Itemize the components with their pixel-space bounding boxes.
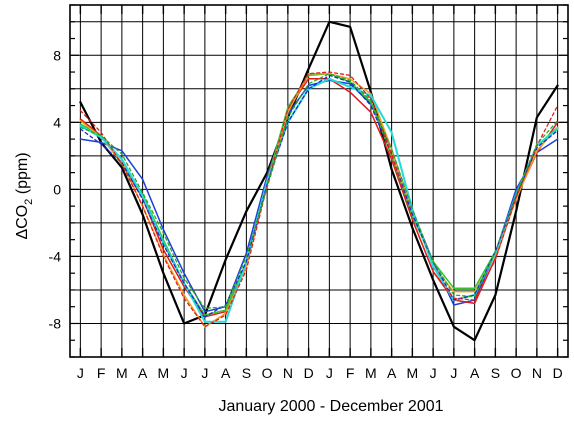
series-line-4	[79, 72, 559, 316]
x-tick-label: D	[553, 365, 563, 381]
x-tick-label: A	[138, 365, 148, 381]
y-axis-title-subscript: 2	[23, 199, 35, 205]
plot-frame	[69, 4, 569, 358]
x-tick-label: J	[326, 365, 333, 381]
y-tick-label: 0	[53, 181, 61, 197]
series-line-8	[79, 71, 559, 328]
x-tick-label: M	[407, 365, 419, 381]
x-tick-label: J	[430, 365, 437, 381]
x-tick-label: O	[262, 365, 273, 381]
plot-border	[69, 4, 569, 358]
x-tick-label: S	[491, 365, 500, 381]
series-lines	[79, 20, 559, 342]
series-line-3	[79, 78, 559, 318]
grid-lines	[70, 5, 568, 357]
y-tick-label: 4	[53, 114, 61, 130]
x-tick-label: S	[242, 365, 251, 381]
x-tick-label: A	[387, 365, 397, 381]
x-tick-label: A	[221, 365, 231, 381]
y-tick-label: -4	[49, 248, 62, 264]
y-tick-label: 8	[53, 47, 61, 63]
x-tick-label: J	[450, 365, 457, 381]
series-line-9	[79, 73, 559, 310]
series-line-1	[79, 20, 559, 342]
y-axis-title-unit: (ppm)	[14, 152, 31, 198]
x-tick-label: F	[97, 365, 106, 381]
x-tick-label: M	[158, 365, 170, 381]
y-axis-title-main: ΔCO	[14, 205, 31, 240]
x-tick-label: F	[346, 365, 355, 381]
x-tick-label: J	[77, 365, 84, 381]
x-tick-label: A	[470, 365, 480, 381]
x-tick-label: N	[532, 365, 542, 381]
x-tick-label: J	[181, 365, 188, 381]
y-axis-title: ΔCO2 (ppm)	[14, 152, 35, 239]
x-tick-label: N	[283, 365, 293, 381]
y-tick-label: -8	[49, 315, 62, 331]
series-line-7	[79, 74, 559, 318]
x-tick-label: D	[304, 365, 314, 381]
x-tick-label: M	[116, 365, 128, 381]
x-tick-label: O	[511, 365, 522, 381]
x-tick-label: M	[365, 365, 377, 381]
axis-ticks	[70, 4, 568, 358]
x-tick-label: J	[201, 365, 208, 381]
x-axis-title: January 2000 - December 2001	[218, 398, 443, 415]
